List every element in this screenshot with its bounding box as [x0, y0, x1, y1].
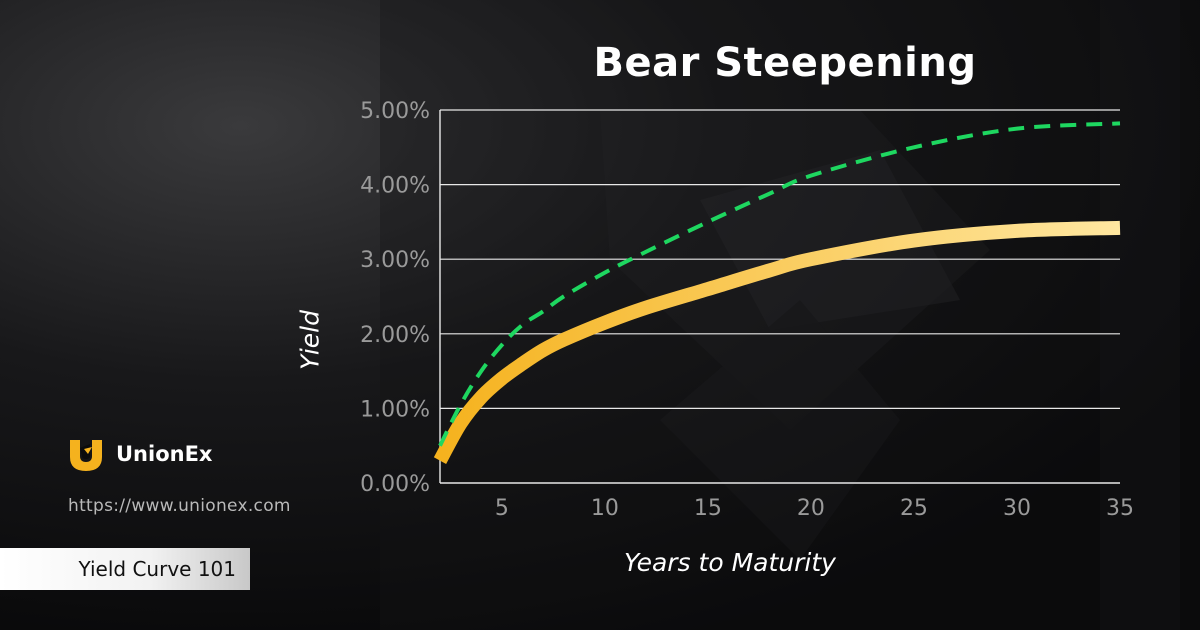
y-tick-label: 1.00% — [360, 397, 430, 422]
y-tick-label: 0.00% — [360, 472, 430, 497]
watermark-logo — [380, 0, 1200, 630]
website-url: https://www.unionex.com — [68, 496, 291, 516]
series-tag: Yield Curve 101 — [0, 548, 250, 590]
x-tick-label: 10 — [591, 496, 619, 521]
x-tick-label: 20 — [797, 496, 825, 521]
y-axis-label: Yield — [295, 310, 325, 370]
series-line-dashed — [438, 121, 1121, 447]
x-axis-label: Years to Maturity — [624, 548, 836, 577]
brand: UnionEx — [66, 434, 212, 474]
brand-name: UnionEx — [116, 442, 213, 466]
series-line-solid — [433, 220, 1121, 465]
series-tag-label: Yield Curve 101 — [78, 557, 236, 581]
x-tick-label: 30 — [1003, 496, 1031, 521]
x-tick-label: 5 — [495, 496, 509, 521]
x-tick-label: 35 — [1106, 496, 1134, 521]
plot-area: 0.00% 1.00% 2.00% 3.00% 4.00% 5.00% 5 10 15 20 25 3… — [360, 99, 1134, 521]
x-tick-label: 15 — [694, 496, 722, 521]
y-tick-label: 3.00% — [360, 248, 430, 273]
x-tick-label: 25 — [900, 496, 928, 521]
unionex-logo-icon — [70, 440, 102, 471]
chart-title: Bear Steepening — [593, 40, 977, 86]
y-tick-label: 5.00% — [360, 99, 430, 124]
y-tick-label: 2.00% — [360, 323, 430, 348]
y-tick-label: 4.00% — [360, 174, 430, 199]
